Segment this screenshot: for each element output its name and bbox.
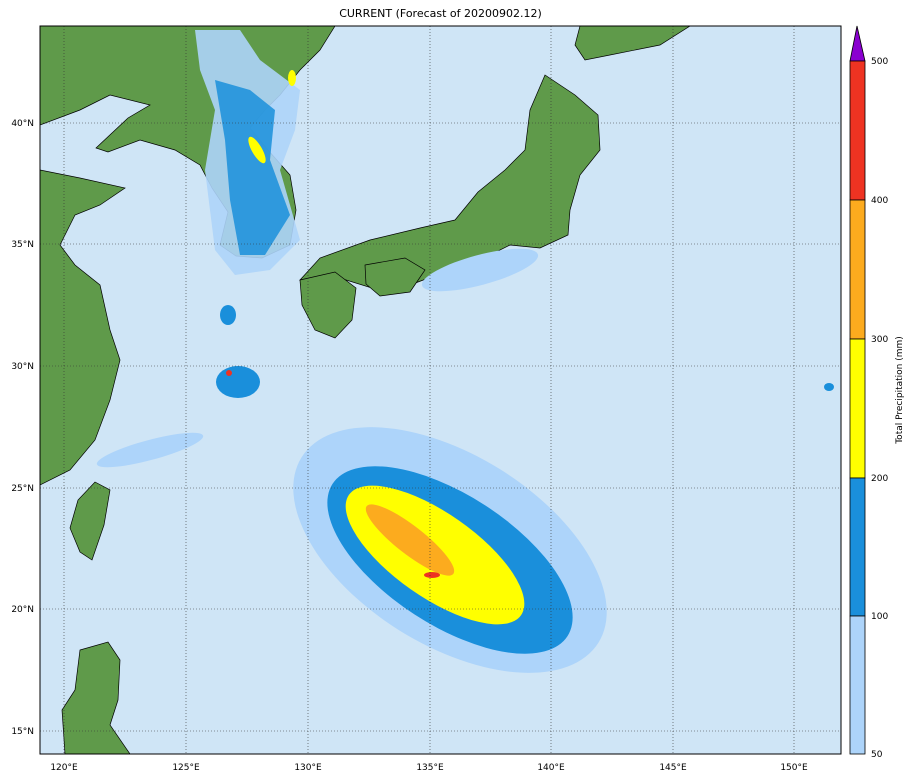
colorbar-400-500 [849,60,866,201]
rain-100-200-okinawa [216,366,260,398]
rain-100-200-east [824,383,834,391]
lon-tick: 140°E [537,763,565,773]
colorbar-extend-arrow [849,25,866,62]
lat-tick: 30°N [11,362,34,372]
land-shikoku [364,257,426,297]
rain-200-300-korea [248,136,266,164]
colorbar-50-100 [849,615,866,755]
colorbar-tick: 200 [871,474,888,484]
lat-tick: 20°N [11,605,34,615]
map-frame [39,25,842,755]
land-taiwan [69,481,111,561]
colorbar-300-400 [849,199,866,340]
rain-100-200-korea [215,80,290,255]
colorbar-tick: 100 [871,612,888,622]
colorbar-100-200 [849,477,866,617]
colorbar-label: Total Precipitation (mm) [895,336,905,445]
land-luzon [61,641,131,754]
rain-50-100-japan [421,248,539,292]
lon-tick: 135°E [416,763,444,773]
precipitation-contours [96,30,834,673]
colorbar [849,25,866,755]
colorbar-ticks: 50 100 200 300 400 500 [871,57,888,760]
lon-tick: 125°E [172,763,200,773]
colorbar-200-300 [849,338,866,479]
colorbar-tick: 500 [871,57,888,67]
lon-tick: 130°E [294,763,322,773]
map-title: CURRENT (Forecast of 20200902.12) [339,7,542,20]
lon-tick: 150°E [780,763,808,773]
graticule [40,26,841,754]
rain-200-300-north [288,70,296,86]
lon-tick: 145°E [659,763,687,773]
lat-tick-labels: 40°N 35°N 30°N 25°N 20°N 15°N [11,119,34,737]
land-hokkaido [574,26,691,61]
lat-tick: 15°N [11,727,34,737]
lon-tick: 120°E [50,763,78,773]
lat-tick: 25°N [11,484,34,494]
rain-400-500-okinawa [226,370,232,376]
lat-tick: 35°N [11,240,34,250]
lat-tick: 40°N [11,119,34,129]
rain-50-100-ryukyu [96,432,204,468]
land-kyushu [299,271,357,339]
colorbar-tick: 400 [871,196,888,206]
rain-300-400-typhoon [365,504,455,576]
rain-400-500-typhoon [424,572,440,578]
lon-tick-labels: 120°E 125°E 130°E 135°E 140°E 145°E 150°… [50,763,808,773]
colorbar-tick: 300 [871,335,888,345]
colorbar-tick: 50 [871,750,883,760]
land-china-coast [40,169,126,486]
rain-100-200-cheju [220,305,236,325]
